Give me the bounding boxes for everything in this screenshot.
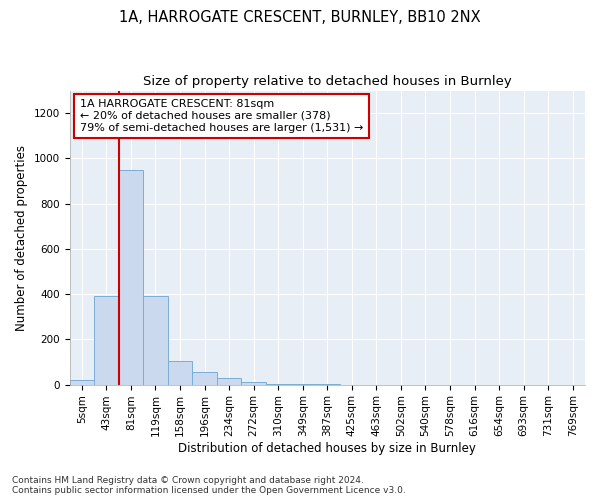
Bar xyxy=(241,382,266,384)
Bar xyxy=(143,296,168,384)
Bar xyxy=(192,372,217,384)
X-axis label: Distribution of detached houses by size in Burnley: Distribution of detached houses by size … xyxy=(178,442,476,455)
Text: Contains HM Land Registry data © Crown copyright and database right 2024.
Contai: Contains HM Land Registry data © Crown c… xyxy=(12,476,406,495)
Bar xyxy=(217,378,241,384)
Bar xyxy=(94,296,119,384)
Y-axis label: Number of detached properties: Number of detached properties xyxy=(15,144,28,330)
Bar xyxy=(168,361,192,384)
Text: 1A, HARROGATE CRESCENT, BURNLEY, BB10 2NX: 1A, HARROGATE CRESCENT, BURNLEY, BB10 2N… xyxy=(119,10,481,25)
Bar xyxy=(119,170,143,384)
Title: Size of property relative to detached houses in Burnley: Size of property relative to detached ho… xyxy=(143,75,512,88)
Text: 1A HARROGATE CRESCENT: 81sqm
← 20% of detached houses are smaller (378)
79% of s: 1A HARROGATE CRESCENT: 81sqm ← 20% of de… xyxy=(80,100,363,132)
Bar xyxy=(70,380,94,384)
